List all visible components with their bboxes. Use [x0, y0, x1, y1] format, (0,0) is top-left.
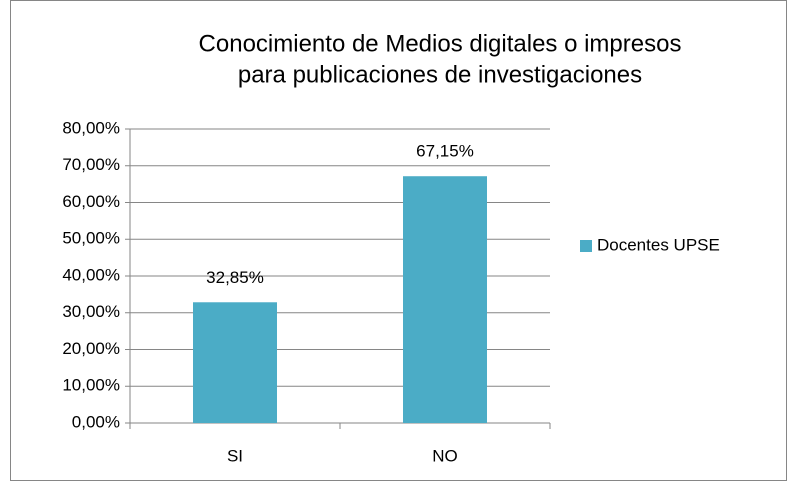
y-tick-label: 20,00% — [62, 339, 120, 358]
chart-title: para publicaciones de investigaciones — [238, 61, 642, 88]
y-tick-label: 0,00% — [72, 412, 120, 431]
y-tick-label: 10,00% — [62, 376, 120, 395]
data-label: 32,85% — [206, 268, 264, 287]
chart-border — [10, 0, 787, 481]
y-tick-label: 80,00% — [62, 118, 120, 137]
bar — [193, 302, 277, 423]
y-tick-label: 50,00% — [62, 229, 120, 248]
legend-swatch — [580, 240, 592, 252]
x-tick-label: SI — [227, 446, 243, 465]
chart-title: Conocimiento de Medios digitales o impre… — [199, 30, 682, 57]
y-tick-label: 40,00% — [62, 265, 120, 284]
y-tick-label: 60,00% — [62, 192, 120, 211]
legend-label: Docentes UPSE — [597, 235, 720, 254]
data-label: 67,15% — [416, 142, 474, 161]
x-tick-label: NO — [432, 446, 458, 465]
y-tick-label: 70,00% — [62, 155, 120, 174]
bar — [403, 176, 487, 423]
y-tick-label: 30,00% — [62, 302, 120, 321]
